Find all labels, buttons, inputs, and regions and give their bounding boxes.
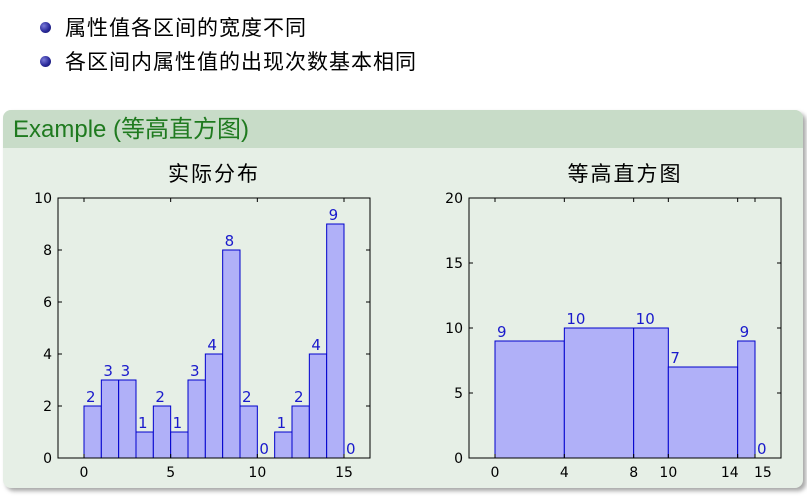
- y-tick-label: 10: [34, 191, 52, 207]
- y-tick-label: 8: [43, 243, 52, 259]
- bar-value-label: 3: [103, 362, 113, 380]
- histogram-bar: [633, 327, 669, 459]
- x-tick-label: 8: [629, 465, 638, 481]
- bar-value-label: 2: [294, 388, 304, 406]
- x-tick-label: 0: [80, 465, 89, 481]
- x-tick-label: 15: [754, 465, 772, 481]
- bullet-item: 各区间内属性值的出现次数基本相同: [40, 44, 417, 78]
- bullet-text: 属性值各区间的宽度不同: [65, 16, 307, 40]
- histogram-bar: [667, 366, 739, 459]
- y-tick-label: 10: [445, 321, 463, 337]
- bar-value-label: 0: [757, 440, 767, 458]
- bar-value-label: 2: [242, 388, 252, 406]
- x-tick-label: 4: [560, 465, 569, 481]
- bar-value-label: 1: [173, 414, 183, 432]
- bullet-item: 属性值各区间的宽度不同: [40, 10, 417, 44]
- histogram-bar: [204, 353, 224, 459]
- chart-title: 实际分布: [168, 162, 260, 186]
- y-tick-label: 6: [43, 295, 52, 311]
- histogram-bar: [737, 340, 756, 459]
- y-tick-label: 2: [43, 399, 52, 415]
- histogram-bar: [100, 379, 120, 459]
- histogram-bar: [563, 327, 635, 459]
- plot-frame: [57, 197, 371, 459]
- bar-value-label: 2: [86, 388, 96, 406]
- histogram-bar: [118, 379, 137, 459]
- bullet-text: 各区间内属性值的出现次数基本相同: [65, 50, 417, 74]
- chart-title: 等高直方图: [568, 162, 683, 186]
- example-block-title: Example (等高直方图): [3, 110, 803, 148]
- y-tick-label: 5: [454, 386, 463, 402]
- bar-value-label: 10: [636, 310, 655, 328]
- example-block: Example (等高直方图) 实际分布 2 3 3 1 2 1 3 4 8 2 0 1 2 4 9 0 0 2 4 6…: [3, 110, 803, 488]
- y-tick-label: 15: [445, 256, 463, 272]
- histogram-bar: [187, 379, 206, 459]
- y-tick-label: 20: [445, 191, 463, 207]
- x-tick-label: 0: [491, 465, 500, 481]
- x-tick-label: 10: [248, 465, 266, 481]
- histogram-bar: [308, 353, 328, 459]
- bullet-icon: [40, 21, 51, 33]
- bullet-list: 属性值各区间的宽度不同 各区间内属性值的出现次数基本相同: [40, 10, 417, 78]
- histogram-bar: [494, 340, 565, 459]
- histogram-bar: [170, 431, 189, 459]
- bar-value-label: 4: [207, 336, 217, 354]
- bar-value-label: 9: [329, 206, 339, 224]
- bar-value-label: 1: [138, 414, 148, 432]
- bar-value-label: 0: [346, 440, 356, 458]
- bar-value-label: 3: [121, 362, 131, 380]
- histogram-bar: [83, 405, 102, 459]
- bar-value-label: 3: [190, 362, 200, 380]
- bullet-icon: [40, 55, 51, 67]
- bar-value-label: 8: [225, 232, 235, 250]
- bar-value-label: 7: [670, 349, 680, 367]
- bar-value-label: 4: [311, 336, 321, 354]
- histogram-bar: [222, 249, 241, 459]
- x-tick-label: 14: [721, 465, 739, 481]
- y-tick-label: 4: [43, 347, 52, 363]
- bar-value-label: 1: [277, 414, 287, 432]
- x-tick-label: 10: [659, 465, 677, 481]
- bar-value-label: 0: [259, 440, 269, 458]
- y-tick-label: 0: [454, 451, 463, 467]
- y-tick-label: 0: [43, 451, 52, 467]
- x-tick-label: 15: [335, 465, 353, 481]
- histogram-bar: [135, 431, 154, 459]
- histogram-bar: [152, 405, 172, 459]
- bar-value-label: 9: [497, 323, 507, 341]
- histogram-bar: [239, 405, 258, 459]
- histogram-bar: [326, 223, 345, 459]
- bar-value-label: 2: [155, 388, 165, 406]
- histogram-bar: [274, 431, 293, 459]
- bar-value-label: 10: [566, 310, 585, 328]
- histogram-bar: [291, 405, 310, 459]
- bar-value-label: 9: [740, 323, 750, 341]
- x-tick-label: 5: [166, 465, 175, 481]
